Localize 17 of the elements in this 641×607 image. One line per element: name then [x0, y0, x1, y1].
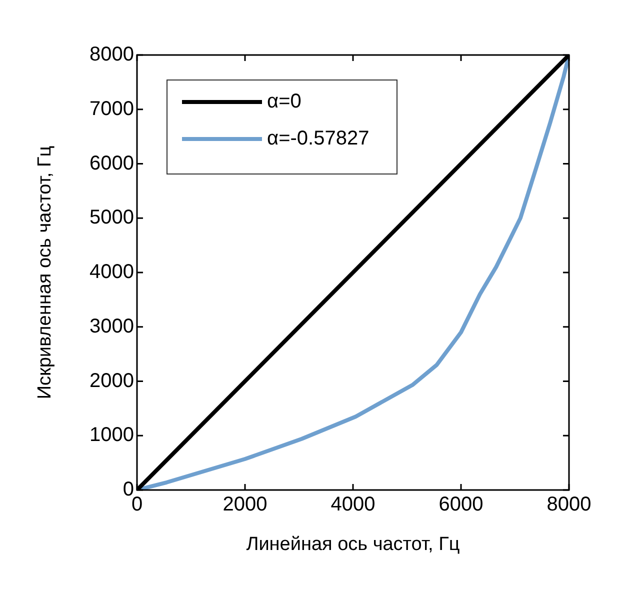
- y-tick-label: 8000: [90, 44, 134, 66]
- y-tick-label: 1000: [90, 424, 134, 446]
- y-tick-label: 0: [122, 478, 134, 501]
- legend-label: α=0: [267, 90, 302, 113]
- y-axis-title: Искривленная ось частот, Гц: [34, 146, 56, 400]
- x-tick-label: 8000: [546, 494, 592, 516]
- y-tick-label: 7000: [90, 98, 134, 120]
- x-tick-label: 4000: [330, 494, 376, 516]
- legend-label: α=-0.57827: [267, 128, 370, 150]
- x-tick-label: 2000: [222, 494, 268, 516]
- y-tick-label: 4000: [90, 261, 134, 284]
- y-tick-label: 2000: [90, 370, 134, 392]
- y-tick-label: 6000: [90, 152, 134, 174]
- x-tick-label: 6000: [438, 494, 484, 516]
- x-axis-title: Линейная ось частот, Гц: [246, 534, 460, 555]
- y-tick-label: 3000: [90, 315, 134, 338]
- y-tick-label: 5000: [90, 206, 134, 229]
